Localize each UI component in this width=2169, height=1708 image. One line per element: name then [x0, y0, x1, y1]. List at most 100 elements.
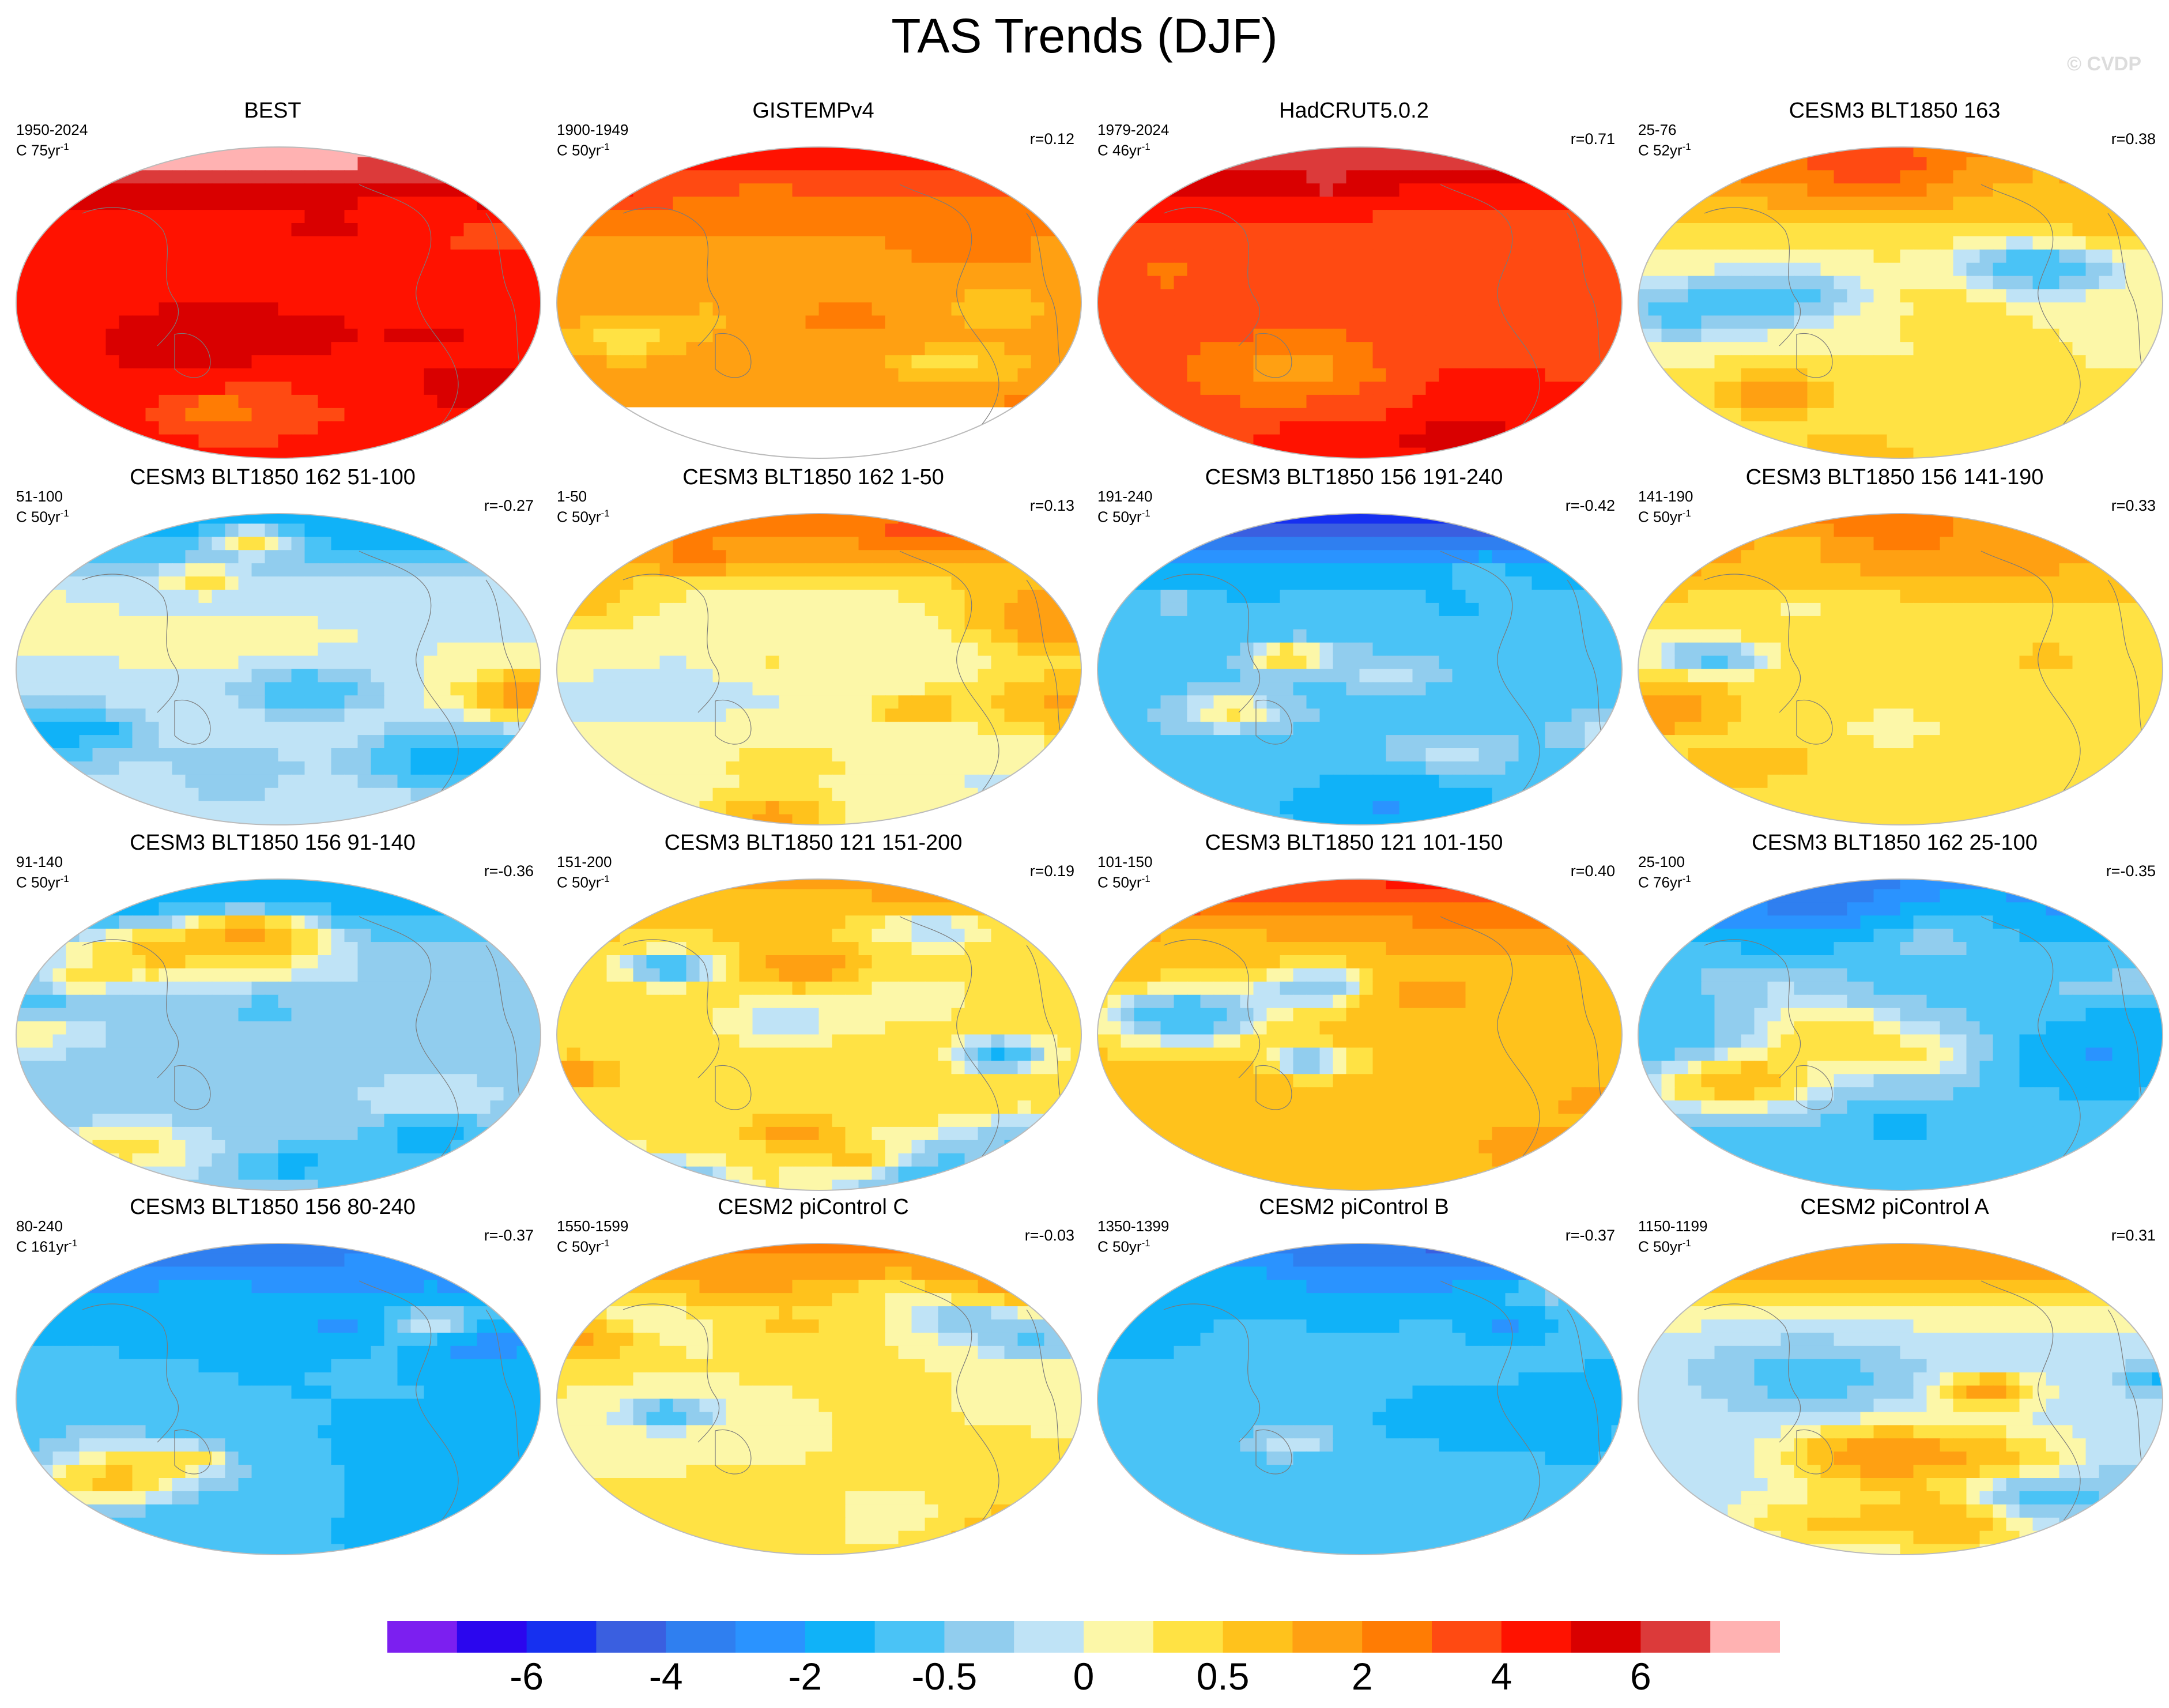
- trend-cell: [424, 147, 438, 158]
- trend-cell: [1280, 408, 1294, 422]
- trend-cell: [739, 394, 753, 409]
- trend-cell: [159, 735, 173, 749]
- trend-cell: [1807, 262, 1821, 277]
- trend-cell: [832, 183, 846, 198]
- trend-cell: [2099, 315, 2113, 330]
- trend-cell: [251, 223, 266, 237]
- trend-cell: [318, 157, 332, 171]
- trend-cell: [686, 368, 700, 382]
- trend-cell: [291, 355, 305, 369]
- trend-cell: [490, 408, 504, 422]
- trend-cell: [119, 735, 133, 749]
- trend-cell: [79, 394, 93, 409]
- trend-cell: [437, 576, 451, 590]
- trend-cell: [726, 382, 740, 395]
- trend-cell: [673, 210, 687, 224]
- trend-cell: [620, 289, 634, 303]
- trend-cell: [872, 249, 886, 263]
- trend-cell: [2019, 447, 2034, 458]
- trend-cell: [752, 236, 767, 250]
- trend-cell: [805, 514, 820, 525]
- trend-cell: [79, 447, 93, 458]
- trend-cell: [1425, 329, 1440, 343]
- trend-cell: [185, 262, 199, 277]
- trend-cell: [620, 514, 634, 525]
- trend-cell: [1688, 382, 1702, 395]
- trend-cell: [16, 210, 27, 224]
- trend-cell: [384, 262, 398, 277]
- trend-cell: [1452, 355, 1466, 369]
- trend-cell: [2085, 197, 2100, 211]
- trend-cell: [530, 236, 541, 250]
- trend-cell: [712, 368, 727, 382]
- trend-cell: [477, 434, 491, 448]
- trend-cell: [1545, 315, 1559, 330]
- trend-cell: [1714, 183, 1729, 198]
- trend-cell: [646, 262, 661, 277]
- trend-cell: [198, 787, 213, 802]
- trend-cell: [1638, 223, 1649, 237]
- trend-cell: [1057, 537, 1072, 551]
- trend-cell: [212, 590, 226, 604]
- trend-cell: [145, 147, 160, 158]
- trend-cell: [477, 183, 491, 198]
- trend-cell: [397, 157, 412, 171]
- trend-cell: [1031, 315, 1045, 330]
- trend-cell: [1688, 368, 1702, 382]
- trend-cell: [265, 262, 279, 277]
- trend-cell: [1240, 197, 1254, 211]
- trend-cell: [1505, 355, 1519, 369]
- trend-cell: [1478, 223, 1493, 237]
- trend-cell: [1306, 236, 1321, 250]
- trend-cell: [1187, 289, 1201, 303]
- trend-cell: [1386, 210, 1400, 224]
- trend-cell: [530, 408, 541, 422]
- trend-cell: [1097, 421, 1108, 435]
- trend-cell: [1478, 368, 1493, 382]
- trend-cell: [659, 355, 674, 369]
- trend-cell: [818, 249, 833, 263]
- trend-cell: [344, 616, 359, 630]
- trend-cell: [198, 302, 213, 316]
- trend-cell: [92, 276, 107, 290]
- trend-cell: [26, 563, 40, 578]
- trend-cell: [477, 642, 491, 657]
- trend-cell: [225, 722, 239, 736]
- trend-cell: [198, 590, 213, 604]
- trend-cell: [79, 655, 93, 670]
- trend-cell: [516, 514, 531, 525]
- trend-cell: [1887, 147, 1901, 158]
- trend-cell: [344, 382, 359, 395]
- trend-cell: [1598, 421, 1612, 435]
- trend-cell: [832, 523, 846, 538]
- trend-cell: [1070, 183, 1081, 198]
- trend-cell: [371, 629, 385, 643]
- trend-cell: [646, 315, 661, 330]
- trend-cell: [265, 774, 279, 789]
- trend-cell: [620, 302, 634, 316]
- trend-cell: [397, 722, 412, 736]
- trend-cell: [1794, 210, 1808, 224]
- trend-cell: [516, 576, 531, 590]
- trend-cell: [185, 735, 199, 749]
- trend-cell: [463, 315, 478, 330]
- trend-cell: [792, 157, 806, 171]
- trend-cell: [606, 223, 621, 237]
- trend-cell: [424, 629, 438, 643]
- trend-cell: [557, 276, 568, 290]
- trend-cell: [251, 157, 266, 171]
- trend-cell: [145, 801, 160, 815]
- trend-cell: [1714, 408, 1729, 422]
- trend-cell: [357, 329, 372, 343]
- trend-cell: [752, 170, 767, 184]
- trend-cell: [1767, 368, 1782, 382]
- trend-cell: [424, 787, 438, 802]
- trend-cell: [911, 537, 926, 551]
- panel-pattern-correlation: r=-0.27: [484, 497, 534, 514]
- trend-cell: [1425, 249, 1440, 263]
- trend-cell: [198, 342, 213, 356]
- trend-cell: [357, 210, 372, 224]
- trend-cell: [1940, 249, 1954, 263]
- trend-cell: [792, 302, 806, 316]
- trend-cell: [1333, 434, 1347, 448]
